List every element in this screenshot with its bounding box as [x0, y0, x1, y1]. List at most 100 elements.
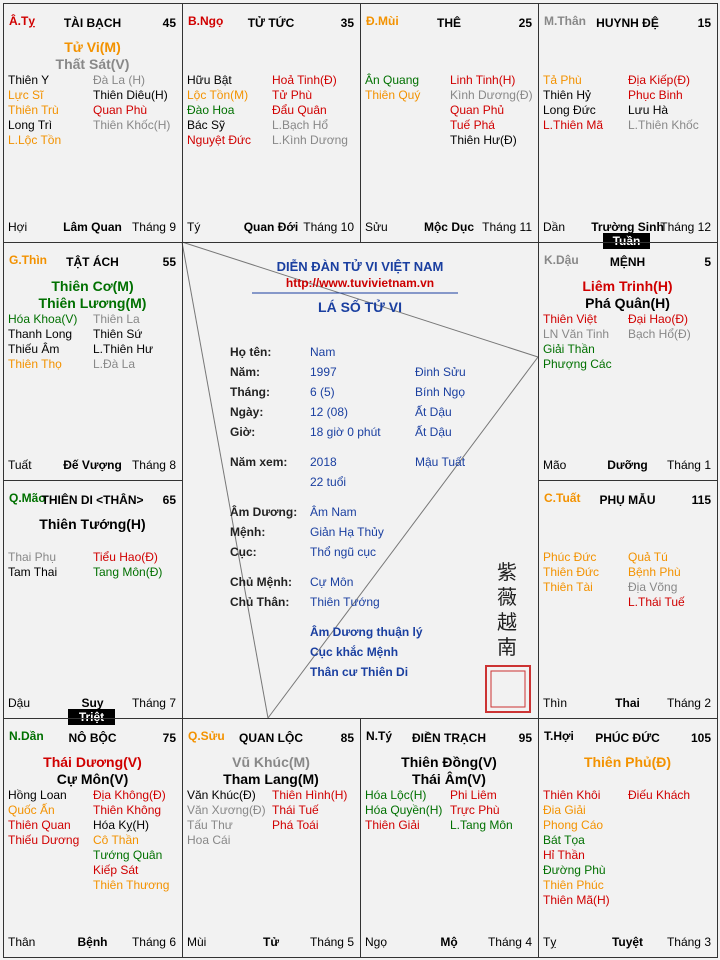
minor-star: Đại Hao(Đ) — [628, 312, 689, 326]
palace-age: 65 — [162, 493, 176, 507]
footer-branch: Dậu — [8, 696, 31, 710]
minor-star: Tang Môn(Đ) — [93, 565, 163, 579]
palace-name: PHỤ MẪU — [599, 493, 656, 507]
minor-star: Bát Tọa — [543, 833, 585, 847]
main-star: Cự Môn(V) — [56, 771, 129, 787]
info-value: 18 giờ 0 phút — [310, 425, 381, 439]
minor-star: Thiên Hỷ — [543, 88, 592, 102]
footer-month: Tháng 2 — [666, 696, 711, 710]
info-value: Nam — [310, 345, 336, 359]
minor-star: Hoả Tinh(Đ) — [272, 73, 337, 87]
palace-age: 85 — [340, 731, 354, 745]
info-label: Năm xem: — [230, 455, 288, 469]
palace-age: 55 — [162, 255, 176, 269]
minor-star: Thiên Quý — [365, 88, 421, 102]
minor-star: Hoa Cái — [187, 833, 231, 847]
minor-star: Phục Binh — [628, 88, 683, 102]
minor-star: Kiếp Sát — [93, 863, 139, 877]
footer-stage: Trường Sinh — [591, 220, 664, 234]
minor-star: Bác Sỹ — [187, 118, 226, 132]
footer-stage: Tuyệt — [611, 935, 644, 949]
minor-star: Thái Tuế — [272, 803, 319, 817]
minor-star: Tuế Phá — [450, 118, 495, 132]
minor-star: L.Thiên Khốc — [628, 118, 699, 132]
minor-star: Thiên Khốc(H) — [93, 118, 171, 132]
info-value: Giản Hạ Thủy — [310, 525, 384, 539]
footer-month: Tháng 5 — [309, 935, 354, 949]
palace-age: 45 — [162, 16, 176, 30]
minor-star: Tử Phù — [272, 88, 313, 102]
minor-star: Thiên Việt — [543, 312, 597, 326]
badge: Triệt — [68, 709, 115, 725]
main-star: Thiên Tướng(H) — [39, 516, 146, 532]
minor-star: Hóa Kỵ(H) — [93, 818, 150, 832]
footer-stage: Đế Vượng — [63, 458, 122, 472]
palace-age: 15 — [697, 16, 711, 30]
minor-star: L.Bạch Hổ — [272, 118, 329, 132]
minor-star: Long Trì — [8, 118, 53, 132]
minor-star: Địa Không(Đ) — [93, 788, 166, 802]
minor-star: Địa Võng — [628, 580, 678, 594]
center-subtitle: LÁ SỐ TỬ VI — [318, 299, 402, 315]
minor-star: Thiên La — [93, 312, 140, 326]
minor-star: Hỉ Thần — [543, 848, 585, 862]
main-star: Liêm Trinh(H) — [582, 278, 673, 294]
footer-month: Tháng 11 — [482, 220, 532, 234]
minor-star: Điếu Khách — [628, 788, 691, 802]
palace-age: 95 — [518, 731, 532, 745]
minor-star: L.Thiên Mã — [543, 118, 604, 132]
minor-star: Thiên Tài — [543, 580, 593, 594]
footer-month: Tháng 3 — [666, 935, 711, 949]
minor-star: Đẩu Quân — [272, 103, 327, 117]
info-label: Âm Dương: — [230, 505, 298, 519]
minor-star: Đà La (H) — [93, 73, 146, 87]
info-value: 2018 — [310, 455, 337, 469]
footer-stage: Suy — [81, 696, 104, 710]
info-label: Giờ: — [230, 425, 256, 439]
seal-inner — [490, 670, 526, 708]
palace-name: ĐIỀN TRẠCH — [412, 731, 486, 745]
minor-star: Thiên Khôi — [543, 788, 601, 802]
minor-star: Thiên Hình(H) — [272, 788, 348, 802]
minor-star: L.Tang Môn — [450, 818, 513, 832]
main-star: Thất Sát(V) — [55, 56, 130, 72]
palace-stem: B.Ngọ — [188, 14, 224, 28]
palace-name: THÊ — [437, 16, 461, 30]
footer-branch: Mùi — [187, 935, 207, 949]
palace-name: MỆNH — [609, 255, 646, 269]
minor-star: Tấu Thư — [187, 818, 233, 832]
info-value: Ất Dậu — [415, 425, 452, 439]
minor-star: Thiên Đức — [543, 565, 600, 579]
footer-month: Tháng 12 — [660, 220, 711, 234]
minor-star: Lưu Hà — [628, 103, 669, 117]
footer-branch: Tý — [187, 220, 201, 234]
palace-stem: G.Thìn — [9, 253, 47, 267]
footer-stage: Tử — [262, 935, 280, 949]
palace-age: 25 — [518, 16, 532, 30]
footer-stage: Mộc Dục — [423, 220, 474, 234]
info-value: Mậu Tuất — [415, 455, 466, 469]
minor-star: Bạch Hổ(Đ) — [628, 327, 691, 341]
palace-name: NÔ BỘC — [68, 731, 117, 745]
minor-star: Ân Quang — [365, 73, 420, 87]
info-label: Chủ Mệnh: — [230, 575, 292, 589]
minor-star: Thiếu Âm — [8, 342, 60, 356]
palace-name: PHÚC ĐỨC — [595, 731, 660, 745]
footer-branch: Hợi — [8, 220, 28, 234]
palace-stem: Â.Tỵ — [9, 14, 36, 28]
minor-star: Thiên Hư(Đ) — [450, 133, 517, 147]
info-value: Ất Dậu — [415, 405, 452, 419]
info-value: Cự Môn — [310, 575, 354, 589]
minor-star: Thiên Sứ — [93, 327, 143, 341]
info-label: Họ tên: — [230, 345, 272, 359]
main-star: Thiên Đồng(V) — [401, 754, 497, 770]
triangle-line — [181, 241, 539, 358]
minor-star: L.Thiên Hư — [93, 342, 154, 356]
footer-branch: Ngọ — [365, 935, 388, 949]
palace-age: 5 — [704, 255, 711, 269]
info-label: Cục: — [230, 545, 257, 559]
minor-star: Phi Liêm — [450, 788, 497, 802]
footer-month: Tháng 1 — [666, 458, 711, 472]
